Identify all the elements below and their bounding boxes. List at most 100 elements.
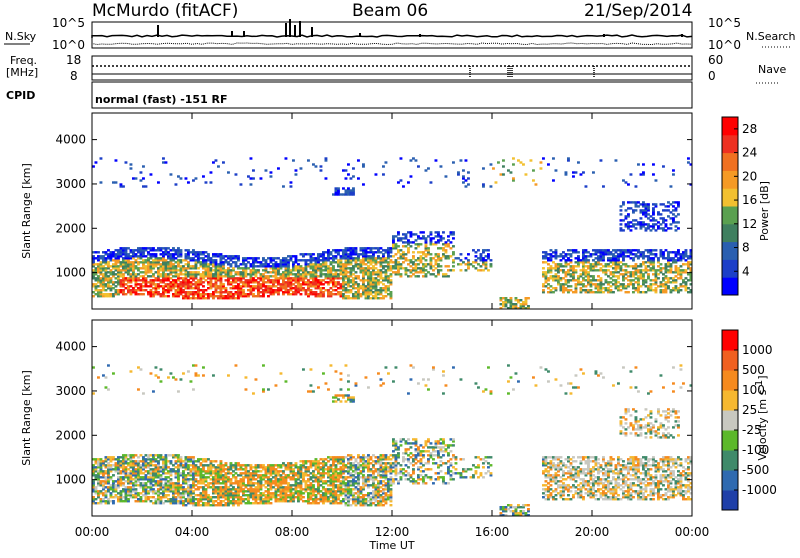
heatmap-cell bbox=[182, 295, 185, 297]
heatmap-cell bbox=[670, 227, 673, 229]
heatmap-cell bbox=[427, 235, 430, 237]
heatmap-cell bbox=[335, 289, 338, 291]
colorbar-tick-label: 8 bbox=[742, 241, 750, 255]
heatmap-cell bbox=[667, 227, 670, 229]
heatmap-cell bbox=[412, 233, 415, 235]
heatmap-cell bbox=[462, 175, 465, 177]
heatmap-cell bbox=[340, 283, 343, 285]
heatmap-cell bbox=[350, 267, 353, 269]
heatmap-cell bbox=[662, 277, 665, 279]
heatmap-cell bbox=[232, 261, 235, 263]
heatmap-cell bbox=[95, 263, 98, 265]
heatmap-cell bbox=[217, 253, 220, 255]
heatmap-cell bbox=[625, 277, 628, 279]
heatmap-cell bbox=[150, 173, 153, 175]
heatmap-cell bbox=[315, 257, 318, 259]
heatmap-cell bbox=[212, 161, 215, 163]
heatmap-cell bbox=[270, 271, 273, 273]
heatmap-cell bbox=[97, 289, 100, 291]
heatmap-cell bbox=[165, 454, 168, 456]
heatmap-cell bbox=[250, 464, 253, 466]
power-ylabel: Slant Range [km] bbox=[20, 163, 33, 259]
heatmap-cell bbox=[152, 259, 155, 261]
heatmap-cell bbox=[97, 285, 100, 287]
heatmap-cell bbox=[120, 261, 123, 263]
heatmap-cell bbox=[400, 263, 403, 265]
heatmap-cell bbox=[502, 173, 505, 175]
heatmap-cell bbox=[595, 257, 598, 259]
heatmap-cell bbox=[200, 486, 203, 488]
heatmap-cell bbox=[625, 181, 628, 183]
heatmap-cell bbox=[250, 257, 253, 259]
heatmap-cell bbox=[347, 247, 350, 249]
heatmap-cell bbox=[302, 267, 305, 269]
heatmap-cell bbox=[235, 261, 238, 263]
heatmap-cell bbox=[102, 480, 105, 482]
heatmap-cell bbox=[567, 263, 570, 265]
heatmap-cell bbox=[250, 269, 253, 271]
heatmap-cell bbox=[260, 464, 263, 466]
heatmap-cell bbox=[307, 159, 310, 161]
heatmap-cell bbox=[605, 249, 608, 251]
heatmap-cell bbox=[110, 500, 113, 502]
heatmap-cell bbox=[622, 273, 625, 275]
heatmap-cell bbox=[462, 261, 465, 263]
heatmap-cell bbox=[150, 289, 153, 291]
heatmap-cell bbox=[112, 259, 115, 261]
heatmap-cell bbox=[635, 201, 638, 203]
heatmap-cell bbox=[652, 279, 655, 281]
heatmap-cell bbox=[337, 249, 340, 251]
heatmap-cell bbox=[102, 492, 105, 494]
heatmap-cell bbox=[565, 279, 568, 281]
heatmap-cell bbox=[592, 263, 595, 265]
heatmap-cell bbox=[345, 287, 348, 289]
heatmap-cell bbox=[245, 376, 248, 378]
heatmap-cell bbox=[640, 291, 643, 293]
heatmap-cell bbox=[180, 177, 183, 179]
heatmap-cell bbox=[130, 163, 133, 165]
heatmap-cell bbox=[117, 249, 120, 251]
heatmap-cell bbox=[237, 462, 240, 464]
heatmap-cell bbox=[415, 263, 418, 265]
heatmap-cell bbox=[187, 181, 190, 183]
heatmap-cell bbox=[662, 267, 665, 269]
heatmap-cell bbox=[97, 458, 100, 460]
heatmap-cell bbox=[267, 295, 270, 297]
heatmap-cell bbox=[422, 275, 425, 277]
heatmap-cell bbox=[230, 291, 233, 293]
heatmap-cell bbox=[175, 454, 178, 456]
heatmap-cell bbox=[317, 253, 320, 255]
heatmap-cell bbox=[607, 269, 610, 271]
heatmap-cell bbox=[447, 265, 450, 267]
heatmap-cell bbox=[280, 259, 283, 261]
heatmap-cell bbox=[112, 251, 115, 253]
heatmap-cell bbox=[347, 173, 350, 175]
heatmap-cell bbox=[512, 163, 515, 165]
heatmap-cell bbox=[615, 275, 618, 277]
heatmap-cell bbox=[560, 269, 563, 271]
heatmap-cell bbox=[567, 249, 570, 251]
heatmap-cell bbox=[325, 251, 328, 253]
heatmap-cell bbox=[252, 285, 255, 287]
heatmap-cell bbox=[527, 305, 530, 307]
heatmap-cell bbox=[460, 263, 463, 265]
colorbar-band bbox=[722, 259, 738, 277]
heatmap-cell bbox=[555, 249, 558, 251]
heatmap-cell bbox=[185, 291, 188, 293]
heatmap-cell bbox=[257, 277, 260, 279]
heatmap-cell bbox=[542, 271, 545, 273]
heatmap-cell bbox=[207, 281, 210, 283]
heatmap-cell bbox=[150, 496, 153, 498]
heatmap-cell bbox=[120, 289, 123, 291]
freq-tick-top: 18 bbox=[66, 53, 81, 67]
heatmap-cell bbox=[660, 217, 663, 219]
heatmap-cell bbox=[132, 287, 135, 289]
heatmap-cell bbox=[267, 476, 270, 478]
heatmap-cell bbox=[672, 271, 675, 273]
heatmap-cell bbox=[330, 261, 333, 263]
heatmap-cell bbox=[127, 253, 130, 255]
heatmap-cell bbox=[137, 267, 140, 269]
heatmap-cell bbox=[100, 261, 103, 263]
heatmap-cell bbox=[355, 275, 358, 277]
heatmap-cell bbox=[212, 291, 215, 293]
